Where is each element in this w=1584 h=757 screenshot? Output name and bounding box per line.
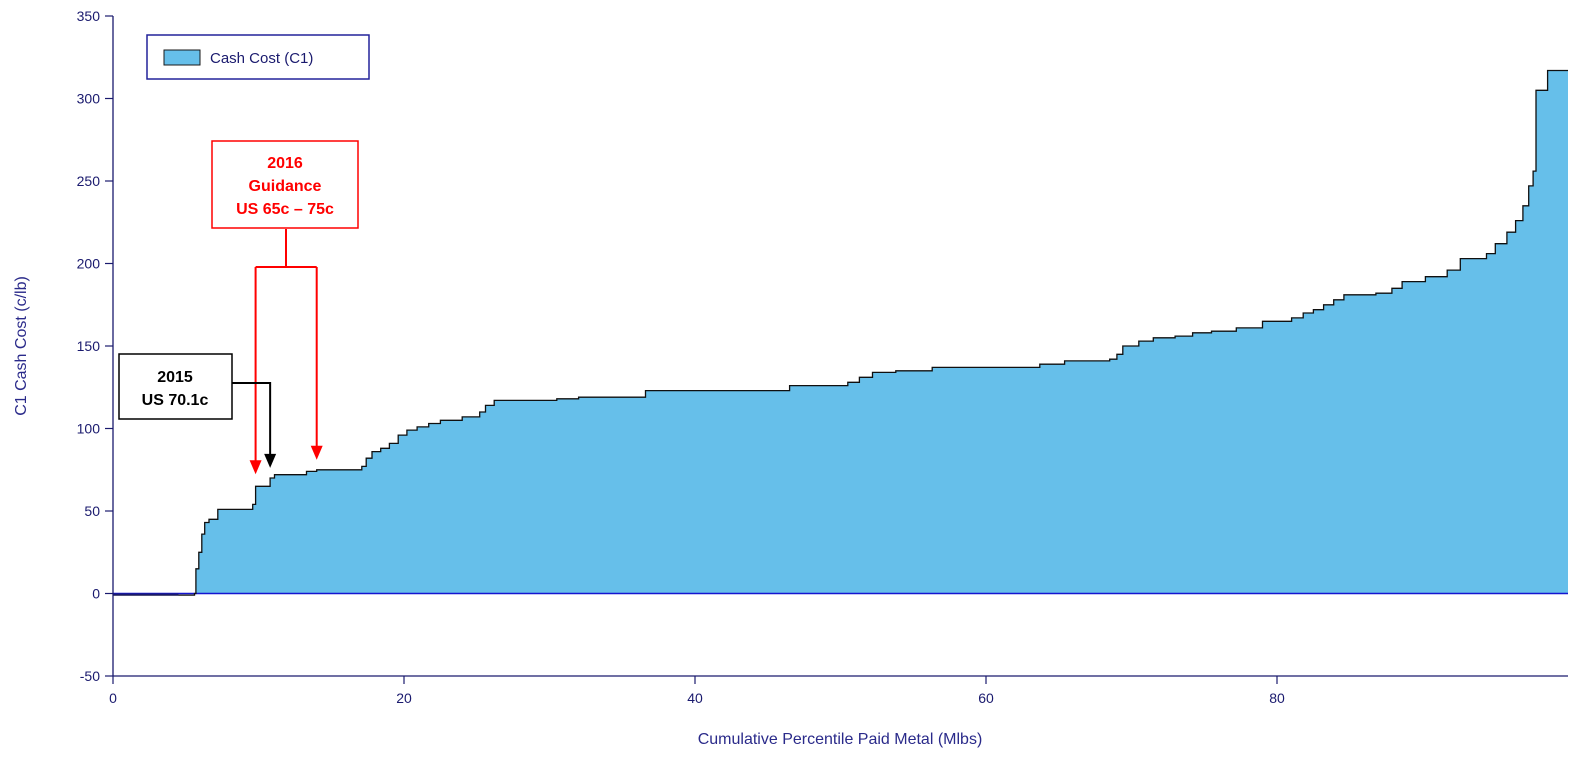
guidance-frame	[211, 140, 359, 229]
y-tick-label: 50	[84, 503, 100, 519]
y-tick-label: 150	[77, 338, 101, 354]
actual-line-1: 2015	[157, 369, 193, 386]
y-tick-label: -50	[80, 668, 100, 684]
axes-layer: -50 0 50 100 150 200 250 300 350 0 20 40 60 80	[77, 8, 1568, 706]
guidance-line-3: US 65c – 75c	[236, 201, 334, 218]
y-tick-label: 0	[92, 586, 100, 602]
legend-swatch	[163, 49, 201, 66]
x-tick-label: 20	[396, 690, 412, 706]
cash-cost-area	[195, 70, 1568, 594]
annotation-actual-box: 2015 US 70.1c	[118, 353, 233, 420]
legend-label: Cash Cost (C1)	[210, 50, 313, 67]
x-axis-title: Cumulative Percentile Paid Metal (Mlbs)	[698, 731, 983, 748]
legend: Cash Cost (C1)	[146, 34, 370, 80]
y-tick-label: 200	[77, 256, 101, 272]
y-tick-label: 250	[77, 173, 101, 189]
actual-leader	[232, 382, 272, 456]
x-tick-label: 80	[1269, 690, 1285, 706]
guidance-line-2: Guidance	[249, 178, 322, 195]
actual-arrow	[264, 453, 277, 468]
y-tick-label: 300	[77, 91, 101, 107]
y-axis-title: C1 Cash Cost (c/lb)	[13, 276, 30, 416]
annotation-guidance-box: 2016 Guidance US 65c – 75c	[211, 140, 359, 229]
cash-cost-step-line	[113, 69, 1568, 596]
x-tick-label: 40	[687, 690, 703, 706]
annotation-layer	[232, 229, 323, 475]
x-tick-label: 60	[978, 690, 994, 706]
y-tick-label: 350	[77, 8, 101, 24]
actual-frame	[118, 353, 233, 420]
x-tick-label: 0	[109, 690, 117, 706]
guidance-arrow-high	[310, 445, 323, 460]
area-layer	[113, 69, 1568, 596]
guidance-arrow-low	[249, 460, 262, 475]
y-tick-label: 100	[77, 421, 101, 437]
actual-line-2: US 70.1c	[142, 392, 209, 409]
guidance-bracket	[254, 229, 318, 463]
guidance-line-1: 2016	[267, 155, 303, 172]
